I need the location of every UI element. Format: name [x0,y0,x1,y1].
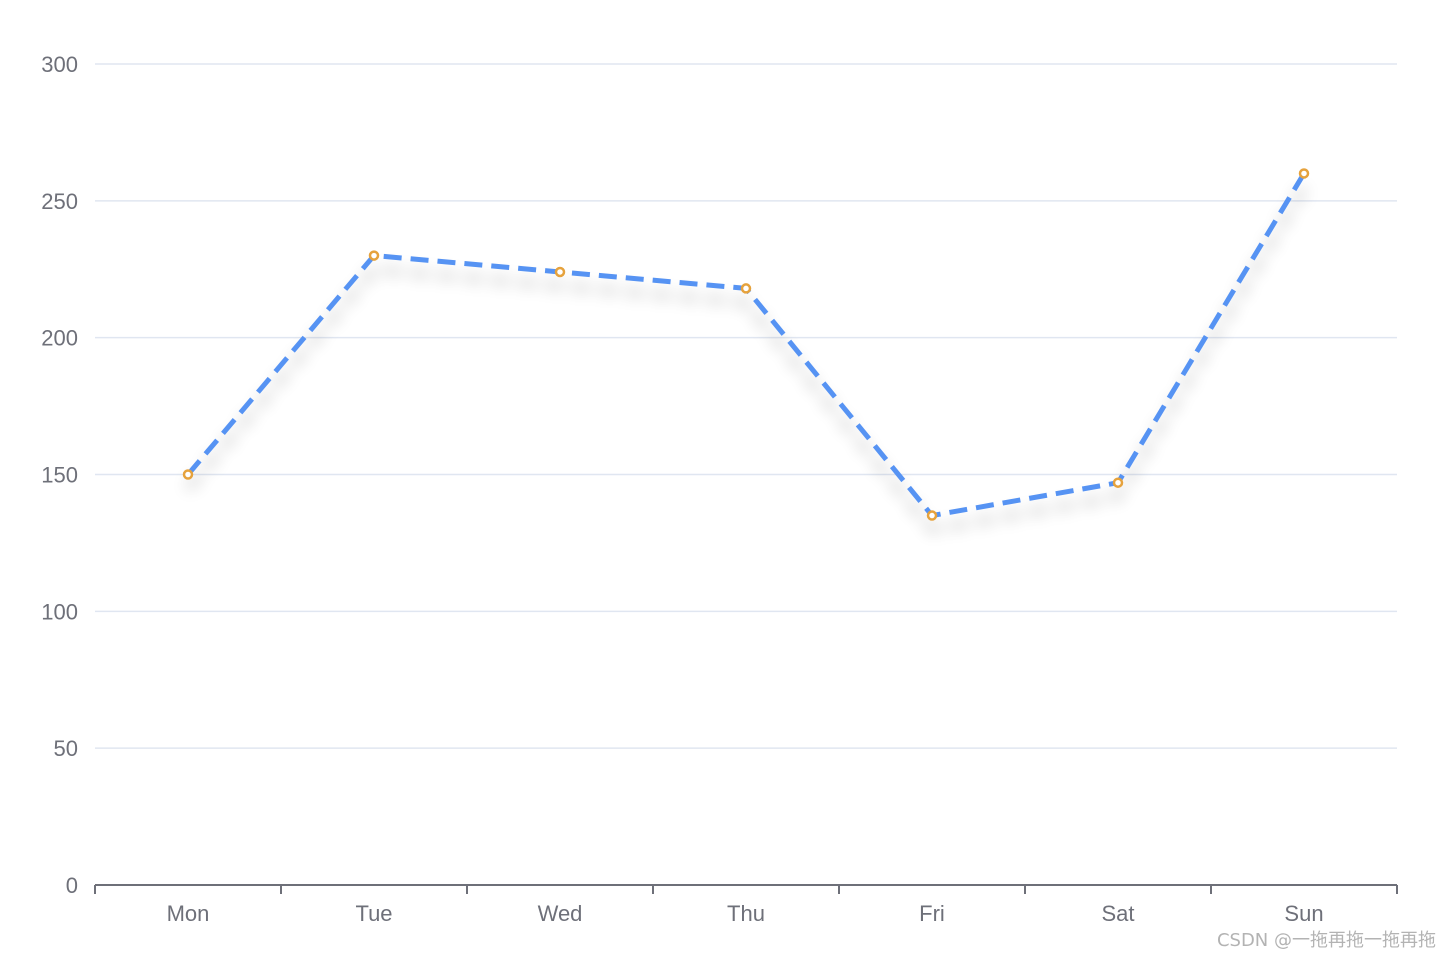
x-tick-label: Wed [538,901,583,926]
y-tick-label: 300 [41,52,78,77]
watermark-text: CSDN @一拖再拖一拖再拖 [1216,930,1436,951]
data-point-thu[interactable] [740,283,752,294]
data-point-fri[interactable] [926,510,938,521]
data-point-mon[interactable] [182,469,194,480]
y-tick-label: 200 [41,326,78,351]
x-tick-label: Tue [355,901,392,926]
y-tick-label: 250 [41,189,78,214]
y-tick-label: 50 [54,736,78,761]
y-tick-label: 150 [41,463,78,488]
series-layer [186,172,1307,519]
y-tick-label: 0 [66,873,78,898]
data-point-wed[interactable] [554,266,566,278]
x-axis: Mon Tue Wed Thu Fri Sat Sun [94,884,1398,926]
data-point-sun[interactable] [1298,168,1310,179]
data-points [182,168,1310,521]
y-axis-labels: 0 50 100 150 200 250 300 [41,52,78,898]
data-point-tue[interactable] [368,250,380,261]
grid-lines [95,63,1397,749]
x-tick-label: Mon [167,901,210,926]
series-line [186,172,1307,519]
x-tick-label: Fri [919,901,945,926]
x-tick-label: Sat [1101,901,1134,926]
y-tick-label: 100 [41,599,78,624]
x-tick-label: Sun [1284,901,1323,926]
x-tick-label: Thu [727,901,765,926]
data-point-sat[interactable] [1112,477,1124,488]
